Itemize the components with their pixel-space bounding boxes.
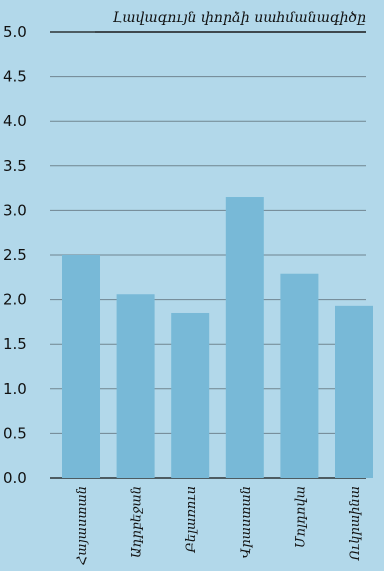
x-category-label: Ադրբեջան <box>130 486 145 558</box>
bar <box>280 273 319 478</box>
x-category-label: Հայաստան <box>75 486 90 565</box>
bar <box>171 312 210 478</box>
y-tick-label: 1.5 <box>3 335 27 353</box>
x-category-label: Բելառուս <box>184 486 199 554</box>
y-tick-label: 2.5 <box>3 246 27 264</box>
bar <box>116 294 155 478</box>
x-category-label: Մոլդովա <box>293 486 308 548</box>
y-tick-label: 0.5 <box>3 424 27 442</box>
x-category-label: Վրաստան <box>239 486 254 558</box>
x-category-label: Ուկրաինա <box>348 486 363 561</box>
y-tick-label: 3.0 <box>3 201 27 219</box>
bar <box>335 305 373 478</box>
y-tick-label: 5.0 <box>3 23 27 41</box>
bar <box>62 255 100 478</box>
y-tick-label: 0.0 <box>3 469 27 487</box>
bar <box>225 197 264 478</box>
y-tick-label: 1.0 <box>3 380 27 398</box>
chart-title: Լավագույն փորձի սահմանագիծը <box>113 10 366 26</box>
y-tick-label: 4.5 <box>3 68 27 86</box>
y-tick-label: 4.0 <box>3 112 27 130</box>
y-tick-label: 2.0 <box>3 291 27 309</box>
y-axis-ticks: 0.0 0.5 1.0 1.5 2.0 2.5 3.0 3.5 4.0 4.5 5.0 <box>3 23 27 487</box>
bars <box>62 197 373 478</box>
x-axis-categories: Հայաստան Ադրբեջան Բելառուս Վրաստան Մոլդովա Ու… <box>75 486 363 565</box>
y-tick-label: 3.5 <box>3 157 27 175</box>
